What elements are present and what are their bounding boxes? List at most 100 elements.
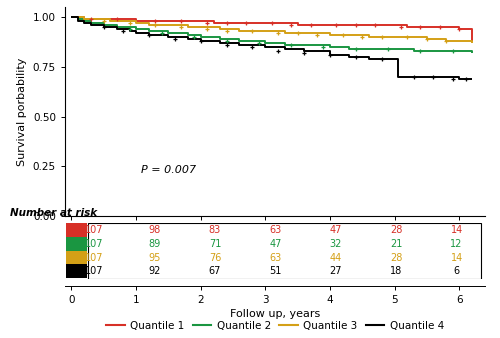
- Quantile 2: [430, 49, 436, 53]
- Quantile 2: [301, 43, 307, 47]
- Line: Quantile 4: Quantile 4: [72, 17, 472, 79]
- Quantile 3: [392, 35, 398, 39]
- Quantile 4: [395, 75, 401, 79]
- Quantile 1: [469, 39, 475, 43]
- Bar: [66, 223, 87, 237]
- Text: 6: 6: [454, 266, 460, 276]
- Quantile 2: [469, 51, 475, 55]
- Text: 107: 107: [85, 253, 103, 263]
- Quantile 4: [126, 29, 132, 33]
- Legend: Quantile 1, Quantile 2, Quantile 3, Quantile 4: Quantile 1, Quantile 2, Quantile 3, Quan…: [104, 319, 446, 333]
- Text: 12: 12: [450, 239, 463, 249]
- Quantile 1: [120, 17, 126, 21]
- Quantile 2: [217, 37, 223, 41]
- Text: 71: 71: [209, 239, 221, 249]
- Quantile 4: [217, 41, 223, 45]
- Quantile 2: [346, 47, 352, 51]
- Quantile 3: [68, 15, 74, 19]
- Quantile 4: [146, 33, 152, 37]
- Quantile 3: [282, 31, 288, 35]
- Quantile 1: [314, 23, 320, 27]
- Text: 27: 27: [330, 266, 342, 276]
- Quantile 1: [107, 17, 113, 21]
- Quantile 4: [114, 27, 119, 31]
- Text: P = 0.007: P = 0.007: [140, 165, 196, 175]
- Bar: [66, 264, 87, 278]
- Quantile 4: [262, 45, 268, 49]
- Quantile 1: [68, 15, 74, 19]
- Quantile 3: [107, 19, 113, 23]
- Quantile 3: [456, 39, 462, 43]
- Quantile 4: [185, 37, 191, 41]
- Text: 18: 18: [390, 266, 402, 276]
- FancyBboxPatch shape: [88, 223, 481, 279]
- Quantile 1: [262, 21, 268, 25]
- Quantile 1: [250, 21, 256, 25]
- Quantile 3: [301, 31, 307, 35]
- Text: Number at risk: Number at risk: [10, 208, 97, 218]
- Quantile 1: [392, 23, 398, 27]
- Quantile 1: [404, 25, 410, 29]
- Text: 67: 67: [209, 266, 221, 276]
- Quantile 2: [236, 39, 242, 43]
- Quantile 2: [366, 47, 372, 51]
- Quantile 1: [346, 23, 352, 27]
- Text: 63: 63: [270, 253, 281, 263]
- Quantile 1: [366, 23, 372, 27]
- Quantile 3: [133, 21, 139, 25]
- Quantile 2: [82, 19, 87, 23]
- Quantile 2: [456, 49, 462, 53]
- Line: Quantile 2: Quantile 2: [72, 17, 472, 53]
- Text: 92: 92: [148, 266, 160, 276]
- Quantile 4: [346, 55, 352, 59]
- X-axis label: Follow up, years: Follow up, years: [230, 240, 320, 249]
- Quantile 3: [120, 19, 126, 23]
- Text: 47: 47: [330, 225, 342, 235]
- Quantile 3: [217, 27, 223, 31]
- Quantile 3: [236, 29, 242, 33]
- Quantile 2: [114, 25, 119, 29]
- Quantile 1: [72, 15, 78, 19]
- Quantile 2: [411, 49, 417, 53]
- Quantile 3: [198, 25, 203, 29]
- Quantile 1: [75, 15, 81, 19]
- Text: 44: 44: [330, 253, 342, 263]
- Quantile 2: [133, 27, 139, 31]
- Quantile 3: [166, 23, 172, 27]
- Quantile 4: [443, 75, 449, 79]
- Quantile 1: [294, 23, 300, 27]
- Quantile 4: [456, 77, 462, 81]
- Quantile 3: [404, 35, 410, 39]
- Quantile 1: [82, 17, 87, 21]
- Quantile 4: [101, 25, 107, 29]
- Quantile 1: [456, 27, 462, 31]
- Quantile 3: [443, 39, 449, 43]
- Quantile 4: [424, 75, 430, 79]
- Text: 32: 32: [330, 239, 342, 249]
- Quantile 4: [469, 77, 475, 81]
- Quantile 1: [327, 23, 333, 27]
- Text: 14: 14: [450, 225, 463, 235]
- Quantile 2: [75, 17, 81, 21]
- Quantile 4: [88, 23, 94, 27]
- Quantile 4: [198, 39, 203, 43]
- Quantile 3: [185, 25, 191, 29]
- Quantile 2: [166, 31, 172, 35]
- Line: Quantile 1: Quantile 1: [72, 17, 472, 41]
- Quantile 2: [282, 43, 288, 47]
- Quantile 3: [424, 37, 430, 41]
- Quantile 1: [424, 25, 430, 29]
- Text: 107: 107: [85, 239, 103, 249]
- Quantile 3: [82, 17, 87, 21]
- Quantile 3: [469, 41, 475, 45]
- Quantile 1: [146, 19, 152, 23]
- Text: 76: 76: [209, 253, 221, 263]
- Text: 47: 47: [269, 239, 281, 249]
- Text: 28: 28: [390, 225, 402, 235]
- Quantile 2: [88, 21, 94, 25]
- Text: 14: 14: [450, 253, 463, 263]
- Quantile 2: [68, 15, 74, 19]
- Bar: [66, 237, 87, 251]
- Quantile 4: [282, 47, 288, 51]
- Text: 89: 89: [148, 239, 160, 249]
